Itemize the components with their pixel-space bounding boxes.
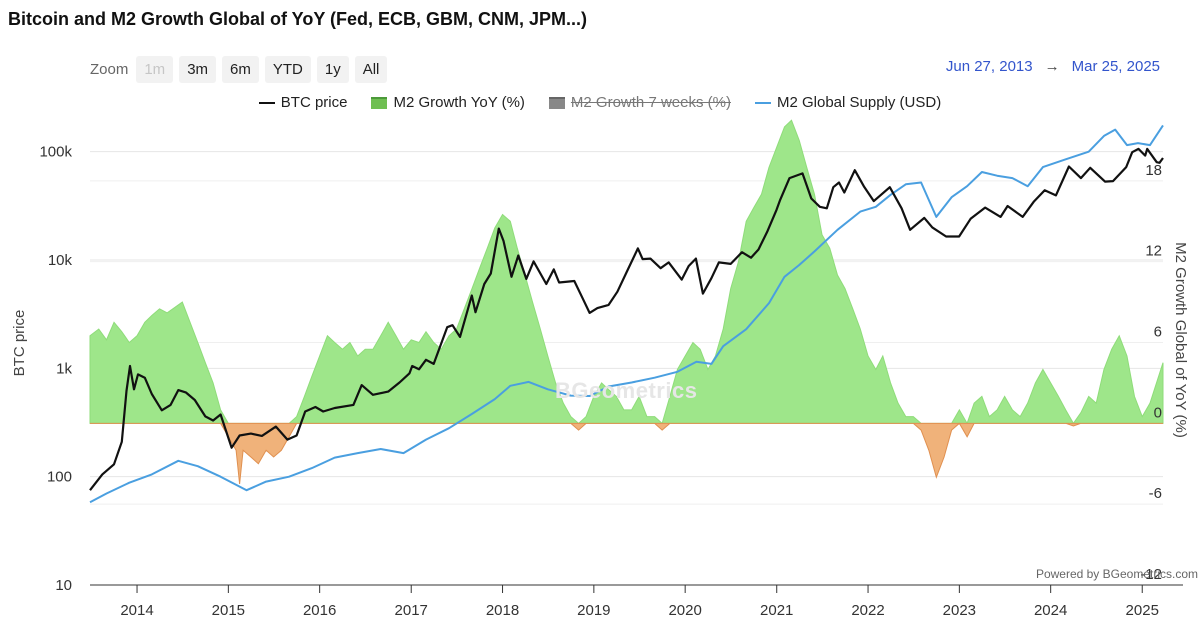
credit-link[interactable]: Powered by BGeometrics.com xyxy=(1035,567,1198,581)
y-right-tick-label: 18 xyxy=(1145,162,1162,179)
y-right-tick-label: 0 xyxy=(1154,404,1162,421)
x-tick-label: 2022 xyxy=(851,602,884,619)
x-tick-label: 2019 xyxy=(577,602,610,619)
line-swatch-icon xyxy=(754,101,771,104)
x-tick-label: 2021 xyxy=(760,602,793,619)
x-tick-label: 2025 xyxy=(1126,602,1159,619)
arrow-right-icon: → xyxy=(1044,58,1060,75)
y-left-axis-title: BTC price xyxy=(11,310,28,377)
zoom-label: Zoom xyxy=(90,61,129,78)
x-tick-label: 2016 xyxy=(303,602,336,619)
x-tick-label: 2020 xyxy=(668,602,701,619)
y-left-tick-label: 100 xyxy=(47,469,72,486)
zoom-1m-button[interactable]: 1m xyxy=(136,56,174,83)
legend-label: M2 Growth 7 weeks (%) xyxy=(570,94,731,111)
legend-item-m2-growth-yoy[interactable]: M2 Growth YoY (%) xyxy=(371,94,525,111)
chart-title: Bitcoin and M2 Growth Global of YoY (Fed… xyxy=(8,9,588,29)
line-swatch-icon xyxy=(258,101,275,104)
zoom-6m-button[interactable]: 6m xyxy=(222,56,259,83)
x-tick-label: 2017 xyxy=(395,602,428,619)
m2-growth-negative-area xyxy=(90,422,1163,485)
zoom-1y-button[interactable]: 1y xyxy=(316,56,349,83)
range-from[interactable]: Jun 27, 2013 xyxy=(945,58,1033,75)
m2-global-supply-line xyxy=(89,124,1164,504)
area-swatch-icon xyxy=(371,96,388,109)
zoom-controls: Zoom 1m 3m 6m YTD 1y All xyxy=(90,56,388,83)
x-tick-label: 2018 xyxy=(486,602,519,619)
legend-label: BTC price xyxy=(280,94,348,111)
y-right-tick-label: -6 xyxy=(1149,485,1162,502)
x-tick-label: 2014 xyxy=(120,602,153,619)
x-tick-label: 2024 xyxy=(1034,602,1067,619)
watermark-text: BGeometrics xyxy=(555,378,698,403)
y-left-tick-label: 100k xyxy=(39,144,72,161)
legend-item-m2-global-supply[interactable]: M2 Global Supply (USD) xyxy=(754,94,942,111)
zoom-ytd-button[interactable]: YTD xyxy=(264,56,311,83)
zoom-all-button[interactable]: All xyxy=(354,56,388,83)
y-right-tick-label: 6 xyxy=(1154,324,1162,341)
y-left-tick-label: 1k xyxy=(56,360,72,377)
y-left-tick-label: 10k xyxy=(48,252,73,269)
btc-price-line xyxy=(89,147,1164,491)
y-right-axis-title: M2 Growth Global of YoY (%) xyxy=(1172,242,1189,438)
range-to[interactable]: Mar 25, 2025 xyxy=(1071,58,1160,75)
y-right-tick-label: 12 xyxy=(1145,243,1162,260)
x-tick-label: 2015 xyxy=(212,602,245,619)
date-range: Jun 27, 2013 → Mar 25, 2025 xyxy=(946,58,1160,75)
x-tick-label: 2023 xyxy=(943,602,976,619)
area-swatch-icon xyxy=(548,96,565,109)
legend-label: M2 Growth YoY (%) xyxy=(393,94,525,111)
legend-label: M2 Global Supply (USD) xyxy=(776,94,942,111)
legend-item-m2-growth-7-weeks[interactable]: M2 Growth 7 weeks (%) xyxy=(548,94,731,111)
legend-item-btc-price[interactable]: BTC price xyxy=(258,94,348,111)
chart-legend: BTC price M2 Growth YoY (%) M2 Growth 7 … xyxy=(0,94,1200,111)
y-right-tick-label: -12 xyxy=(1140,566,1162,583)
y-left-tick-label: 10 xyxy=(55,577,72,594)
zoom-3m-button[interactable]: 3m xyxy=(179,56,217,83)
